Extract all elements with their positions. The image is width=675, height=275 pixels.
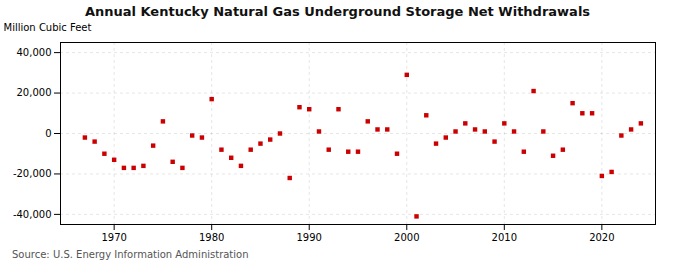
svg-text:40,000: 40,000 (17, 47, 52, 58)
svg-text:20,000: 20,000 (17, 87, 52, 98)
svg-text:1990: 1990 (297, 232, 322, 243)
svg-text:Million Cubic Feet: Million Cubic Feet (4, 22, 92, 33)
html-text:Source: U.S. Energy Informatio: Source: U.S. Energy Information Administ… (12, 249, 249, 260)
svg-text:-40,000: -40,000 (13, 209, 52, 220)
svg-text:-20,000: -20,000 (13, 168, 52, 179)
svg-text:2020: 2020 (589, 232, 614, 243)
svg-text:2010: 2010 (492, 232, 517, 243)
html-text:Annual Kentucky Natural Gas Un: Annual Kentucky Natural Gas Underground … (84, 4, 591, 19)
svg-text:1980: 1980 (199, 232, 224, 243)
svg-text:1970: 1970 (101, 232, 126, 243)
svg-text:2000: 2000 (394, 232, 419, 243)
svg-text:0: 0 (45, 128, 51, 139)
